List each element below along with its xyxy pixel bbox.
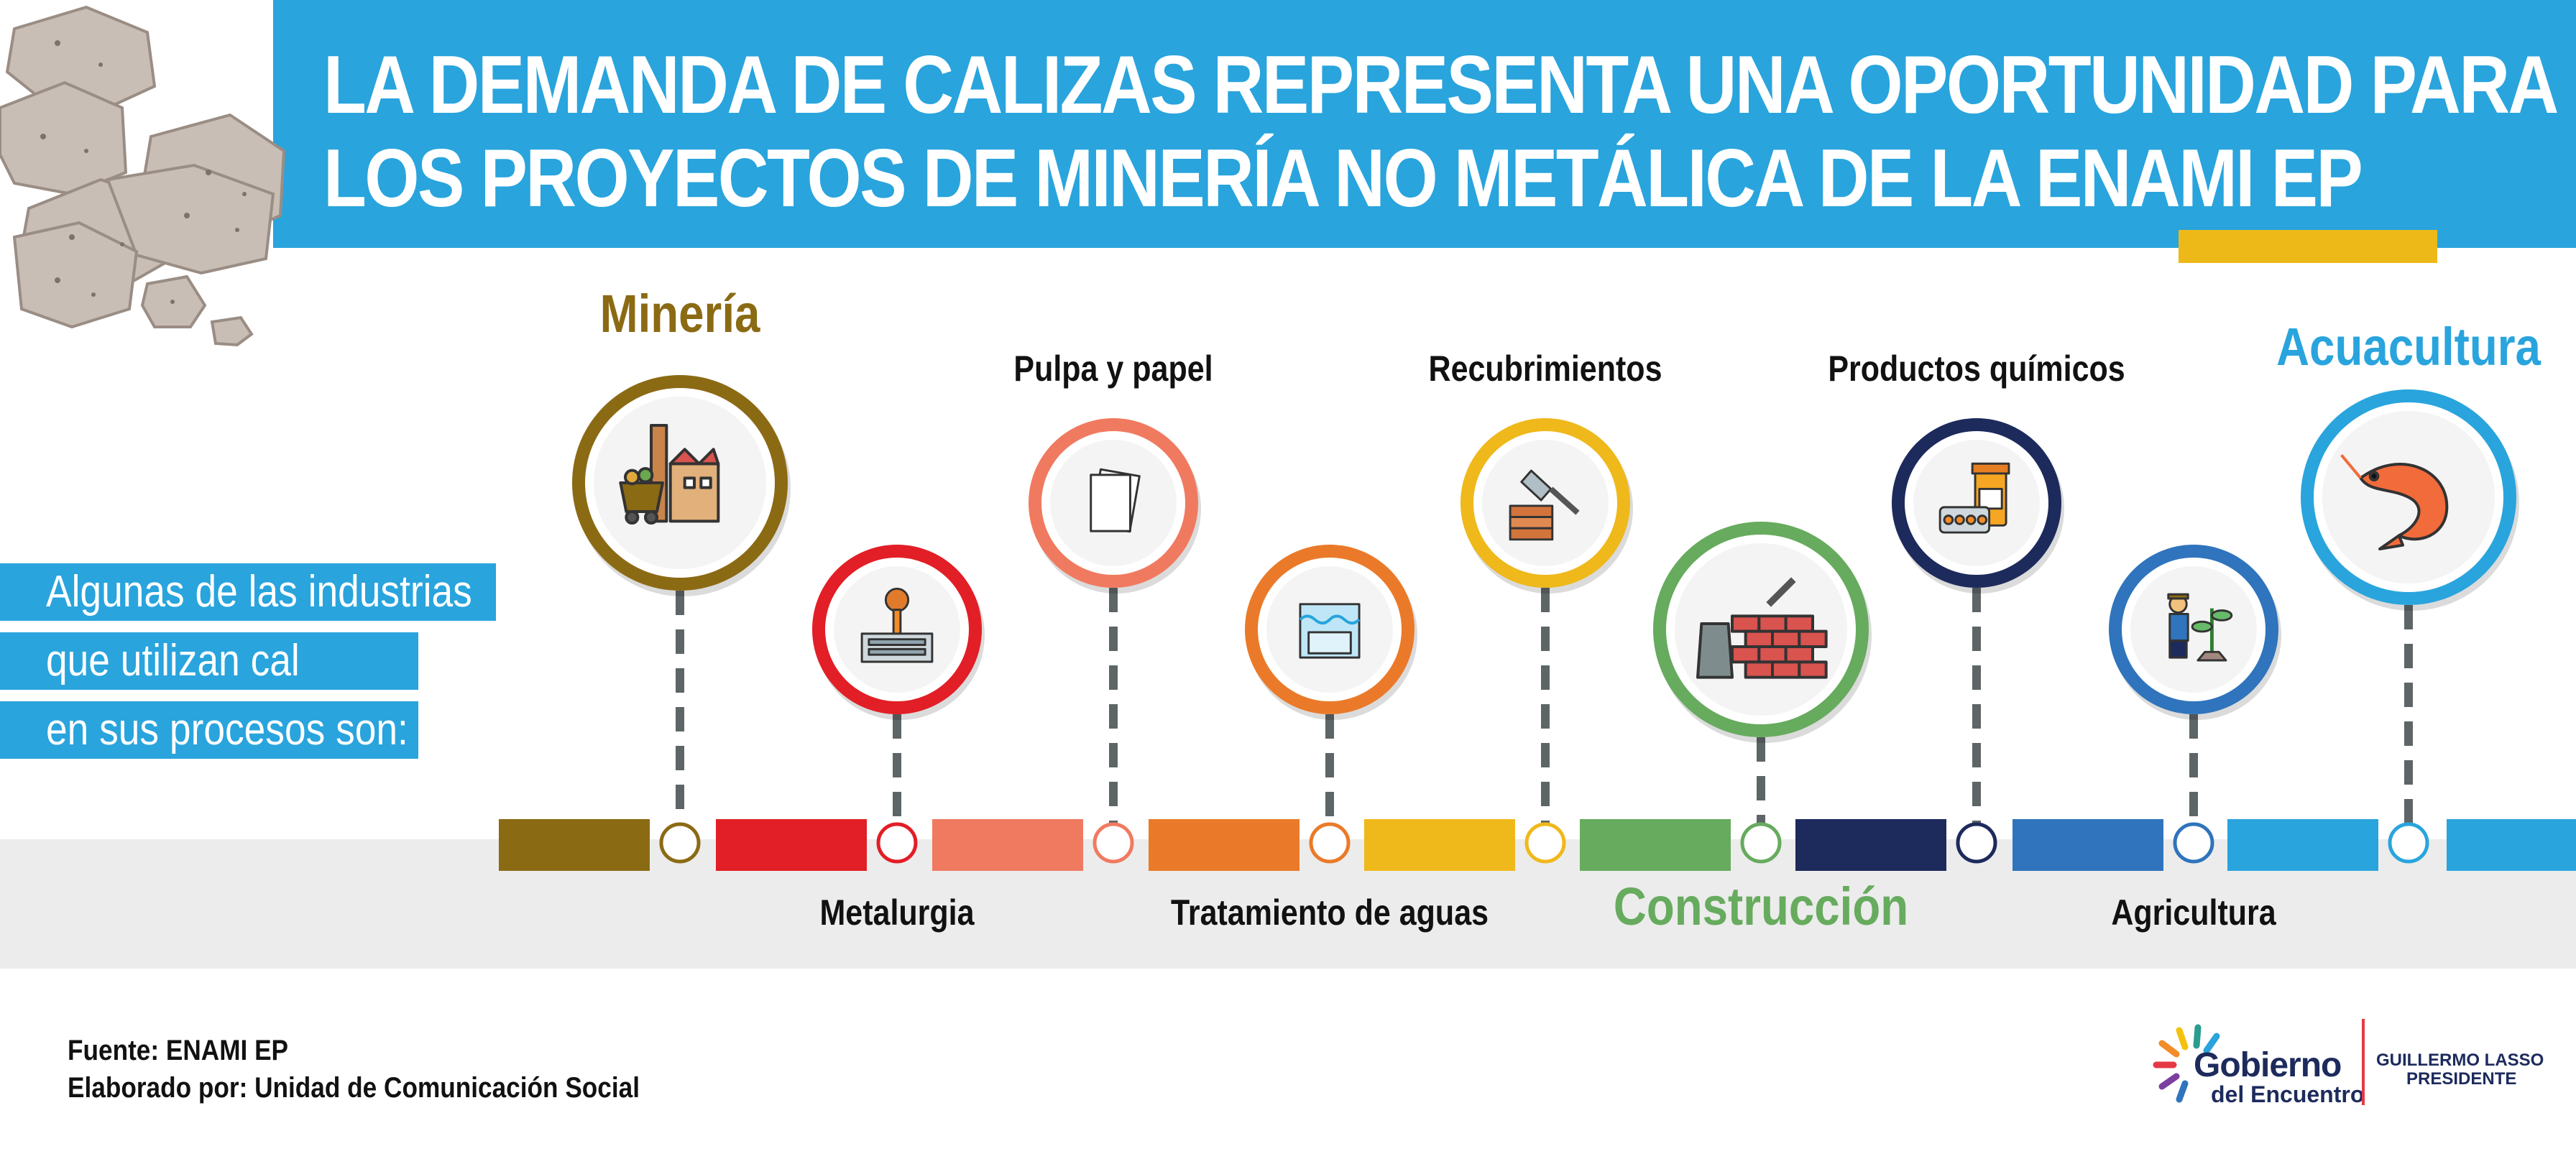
trowel-wall-icon <box>1460 418 1633 594</box>
title-banner <box>273 0 2576 248</box>
timeline-node <box>1092 822 1134 864</box>
industry-label: Tratamiento de aguas <box>1170 892 1489 933</box>
industry-label: Pulpa y papel <box>1013 348 1213 389</box>
timeline-segment <box>2012 819 2163 871</box>
limestone-rocks-illustration <box>0 5 286 347</box>
timeline-segment <box>499 819 650 871</box>
industry-label: Acuacultura <box>2276 317 2541 377</box>
timeline-node <box>1956 822 1997 864</box>
timeline-node <box>2173 822 2214 864</box>
intro-line-1: Algunas de las industrias <box>0 563 496 621</box>
chemical-pills-icon <box>1892 418 2064 594</box>
industry-label: Agricultura <box>2111 892 2276 933</box>
title-line-1: LA DEMANDA DE CALIZAS REPRESENTA UNA OPO… <box>323 40 2559 131</box>
gobierno-del-encuentro-logo <box>2153 1024 2220 1103</box>
timeline-node <box>2388 822 2429 864</box>
accent-bar <box>2179 230 2437 263</box>
mining-cart-factory-icon <box>572 375 791 596</box>
logo-subtitle: del Encuentro <box>2211 1081 2365 1107</box>
timeline-segment <box>716 819 867 871</box>
title-line-2: LOS PROYECTOS DE MINERÍA NO METÁLICA DE … <box>323 133 2363 224</box>
timeline-segment <box>2227 819 2378 871</box>
molten-metal-pour-icon <box>812 545 985 720</box>
timeline-segment <box>1364 819 1515 871</box>
timeline-node <box>1524 822 1566 864</box>
timeline-node <box>1309 822 1351 864</box>
industry-label: Productos químicos <box>1828 348 2125 389</box>
president-title: PRESIDENTE <box>2406 1069 2517 1089</box>
timeline-node <box>876 822 918 864</box>
industry-label: Minería <box>599 284 760 343</box>
credit-line: Elaborado por: Unidad de Comunicación So… <box>68 1072 640 1104</box>
brick-wall-icon <box>1653 522 1872 743</box>
shrimp-icon <box>2301 389 2519 611</box>
timeline-node <box>1740 822 1782 864</box>
paper-sheets-icon <box>1029 418 1201 594</box>
intro-line-3: en sus procesos son: <box>0 701 418 759</box>
industry-label: Recubrimientos <box>1428 348 1662 389</box>
logo-name: Gobierno <box>2194 1046 2342 1084</box>
timeline-segment <box>2447 819 2576 871</box>
industry-label: Metalurgia <box>819 892 975 933</box>
timeline-segment <box>1580 819 1731 871</box>
timeline-segment <box>932 819 1083 871</box>
source-line: Fuente: ENAMI EP <box>68 1035 289 1066</box>
farmer-plant-icon <box>2109 545 2281 720</box>
president-name: GUILLERMO LASSO <box>2376 1051 2544 1070</box>
industry-label: Construcción <box>1613 877 1909 936</box>
timeline-node <box>659 822 701 864</box>
timeline-segment <box>1795 819 1946 871</box>
water-tank-icon <box>1245 545 1417 720</box>
logo-divider <box>2362 1019 2365 1105</box>
intro-line-2: que utilizan cal <box>0 632 418 690</box>
timeline-segment <box>1149 819 1300 871</box>
